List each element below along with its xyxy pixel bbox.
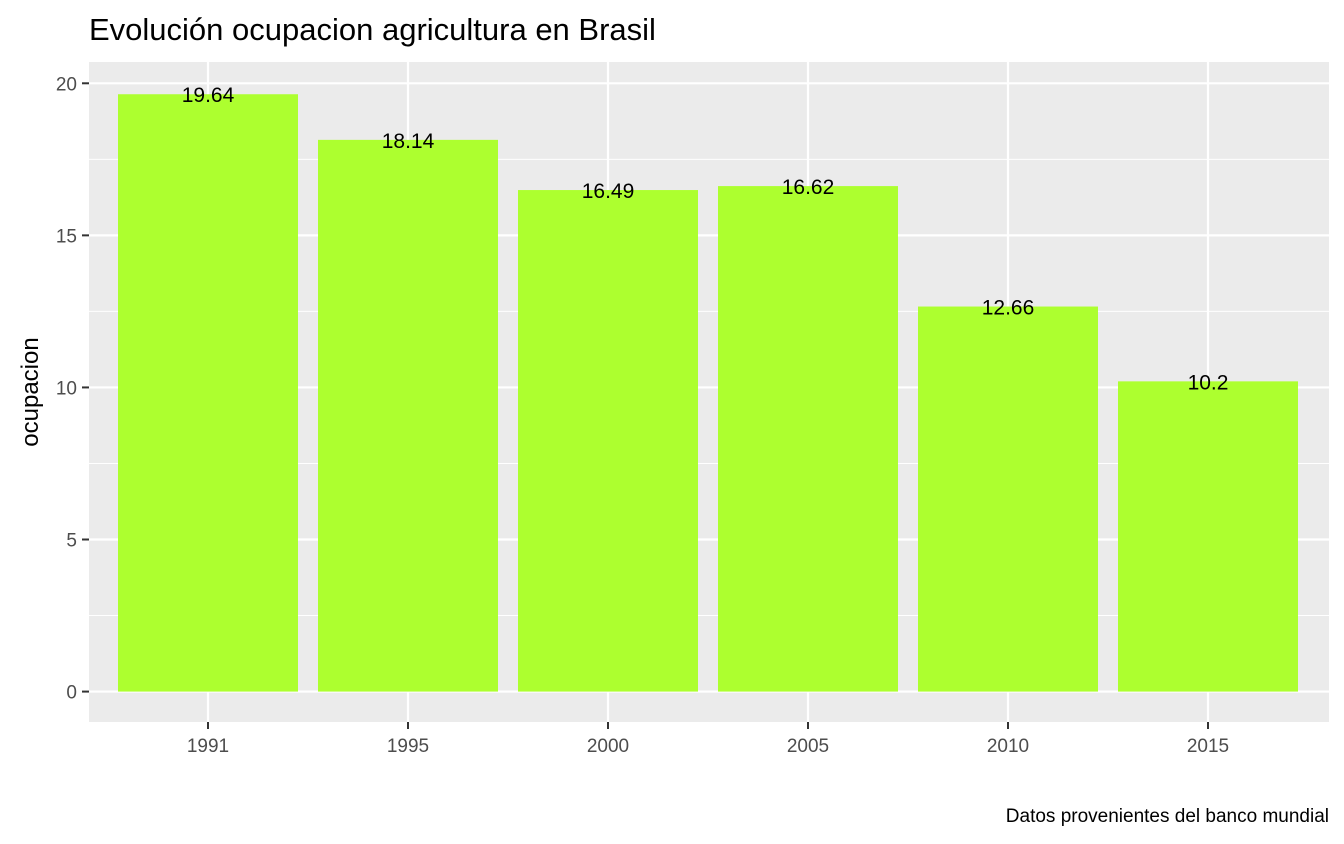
data-label: 12.66: [982, 297, 1035, 320]
data-label: 19.64: [182, 84, 235, 107]
data-label: 16.62: [782, 176, 835, 199]
y-tick-label: 20: [56, 74, 77, 95]
data-label: 10.2: [1188, 371, 1229, 394]
data-label: 18.14: [382, 130, 435, 153]
x-tick-label: 2000: [587, 736, 629, 757]
x-tick-label: 1995: [387, 736, 429, 757]
bar: [318, 139, 498, 692]
chart-caption: Datos provenientes del banco mundial: [1006, 806, 1329, 827]
x-axis: 1991 1995 2000 2005 2010 2015: [187, 722, 1229, 757]
x-tick-label: 2010: [987, 736, 1029, 757]
bar: [718, 186, 898, 692]
bars: [118, 94, 1298, 692]
data-label: 16.49: [582, 180, 635, 203]
bar: [1118, 381, 1298, 692]
data-labels: 19.64 18.14 16.49 16.62 12.66 10.2: [182, 84, 1229, 394]
chart-title: Evolución ocupacion agricultura en Brasi…: [89, 12, 656, 47]
x-tick-label: 2015: [1187, 736, 1229, 757]
bar: [118, 94, 298, 692]
x-tick-label: 2005: [787, 736, 829, 757]
bar: [918, 306, 1098, 692]
x-tick-label: 1991: [187, 736, 229, 757]
bar: [518, 190, 698, 692]
y-tick-label: 5: [66, 531, 77, 552]
y-axis-title: ocupacion: [17, 337, 44, 446]
y-axis: 0 5 10 15 20: [56, 74, 89, 704]
y-tick-label: 10: [56, 378, 77, 399]
y-tick-label: 0: [66, 683, 77, 704]
y-tick-label: 15: [56, 226, 77, 247]
